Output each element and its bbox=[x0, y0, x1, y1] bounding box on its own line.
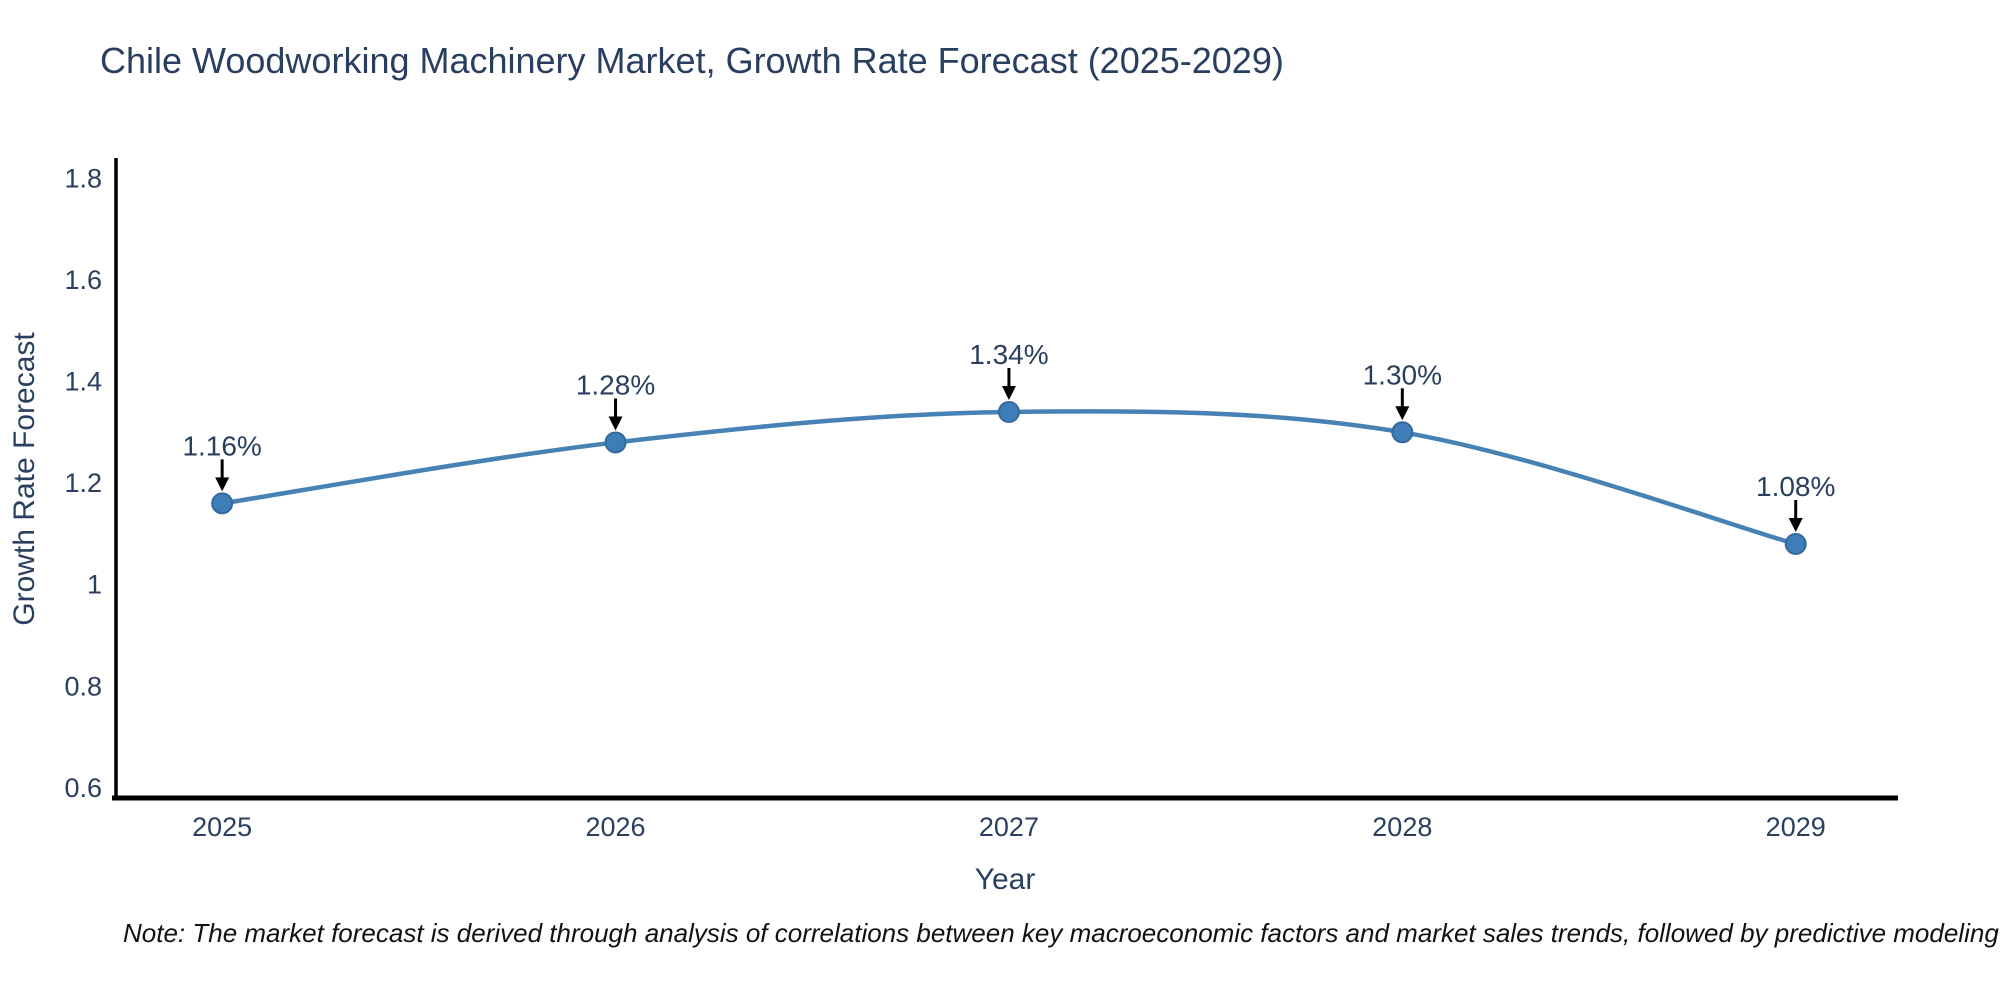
data-point-label: 1.16% bbox=[182, 430, 261, 461]
annotation-arrow-head bbox=[1001, 385, 1016, 400]
data-point-marker bbox=[1784, 533, 1807, 556]
y-tick-label: 0.6 bbox=[64, 773, 102, 803]
x-tick-label: 2026 bbox=[586, 812, 646, 842]
y-tick-label: 1 bbox=[87, 570, 102, 600]
data-point-marker bbox=[1391, 421, 1414, 444]
x-tick-label: 2029 bbox=[1766, 812, 1826, 842]
data-point-label: 1.34% bbox=[969, 339, 1048, 370]
x-axis-title: Year bbox=[975, 863, 1036, 896]
y-tick-label: 1.6 bbox=[64, 265, 102, 295]
x-tick-label: 2025 bbox=[192, 812, 252, 842]
y-axis-title: Growth Rate Forecast bbox=[8, 332, 41, 626]
forecast-line bbox=[219, 409, 1798, 547]
data-point-marker bbox=[604, 431, 627, 454]
data-point-marker bbox=[211, 492, 234, 515]
data-point-label: 1.08% bbox=[1756, 471, 1835, 502]
y-tick-label: 1.2 bbox=[64, 468, 102, 498]
y-tick-label: 1.8 bbox=[64, 163, 102, 193]
x-tick-label: 2028 bbox=[1372, 812, 1432, 842]
chart-title: Chile Woodworking Machinery Market, Grow… bbox=[100, 40, 1284, 81]
x-tick-label: 2027 bbox=[979, 812, 1039, 842]
y-tick-label: 1.4 bbox=[64, 366, 102, 396]
annotation-arrow-head bbox=[1788, 518, 1803, 533]
data-point-label: 1.30% bbox=[1363, 359, 1442, 390]
annotation-arrow-head bbox=[1395, 406, 1410, 421]
data-point-marker bbox=[997, 400, 1020, 423]
annotation-arrow-head bbox=[215, 477, 230, 492]
y-tick-label: 0.8 bbox=[64, 671, 102, 701]
footnote: Note: The market forecast is derived thr… bbox=[123, 918, 2000, 948]
data-point-label: 1.28% bbox=[576, 369, 655, 400]
annotation-arrow-head bbox=[608, 416, 623, 431]
